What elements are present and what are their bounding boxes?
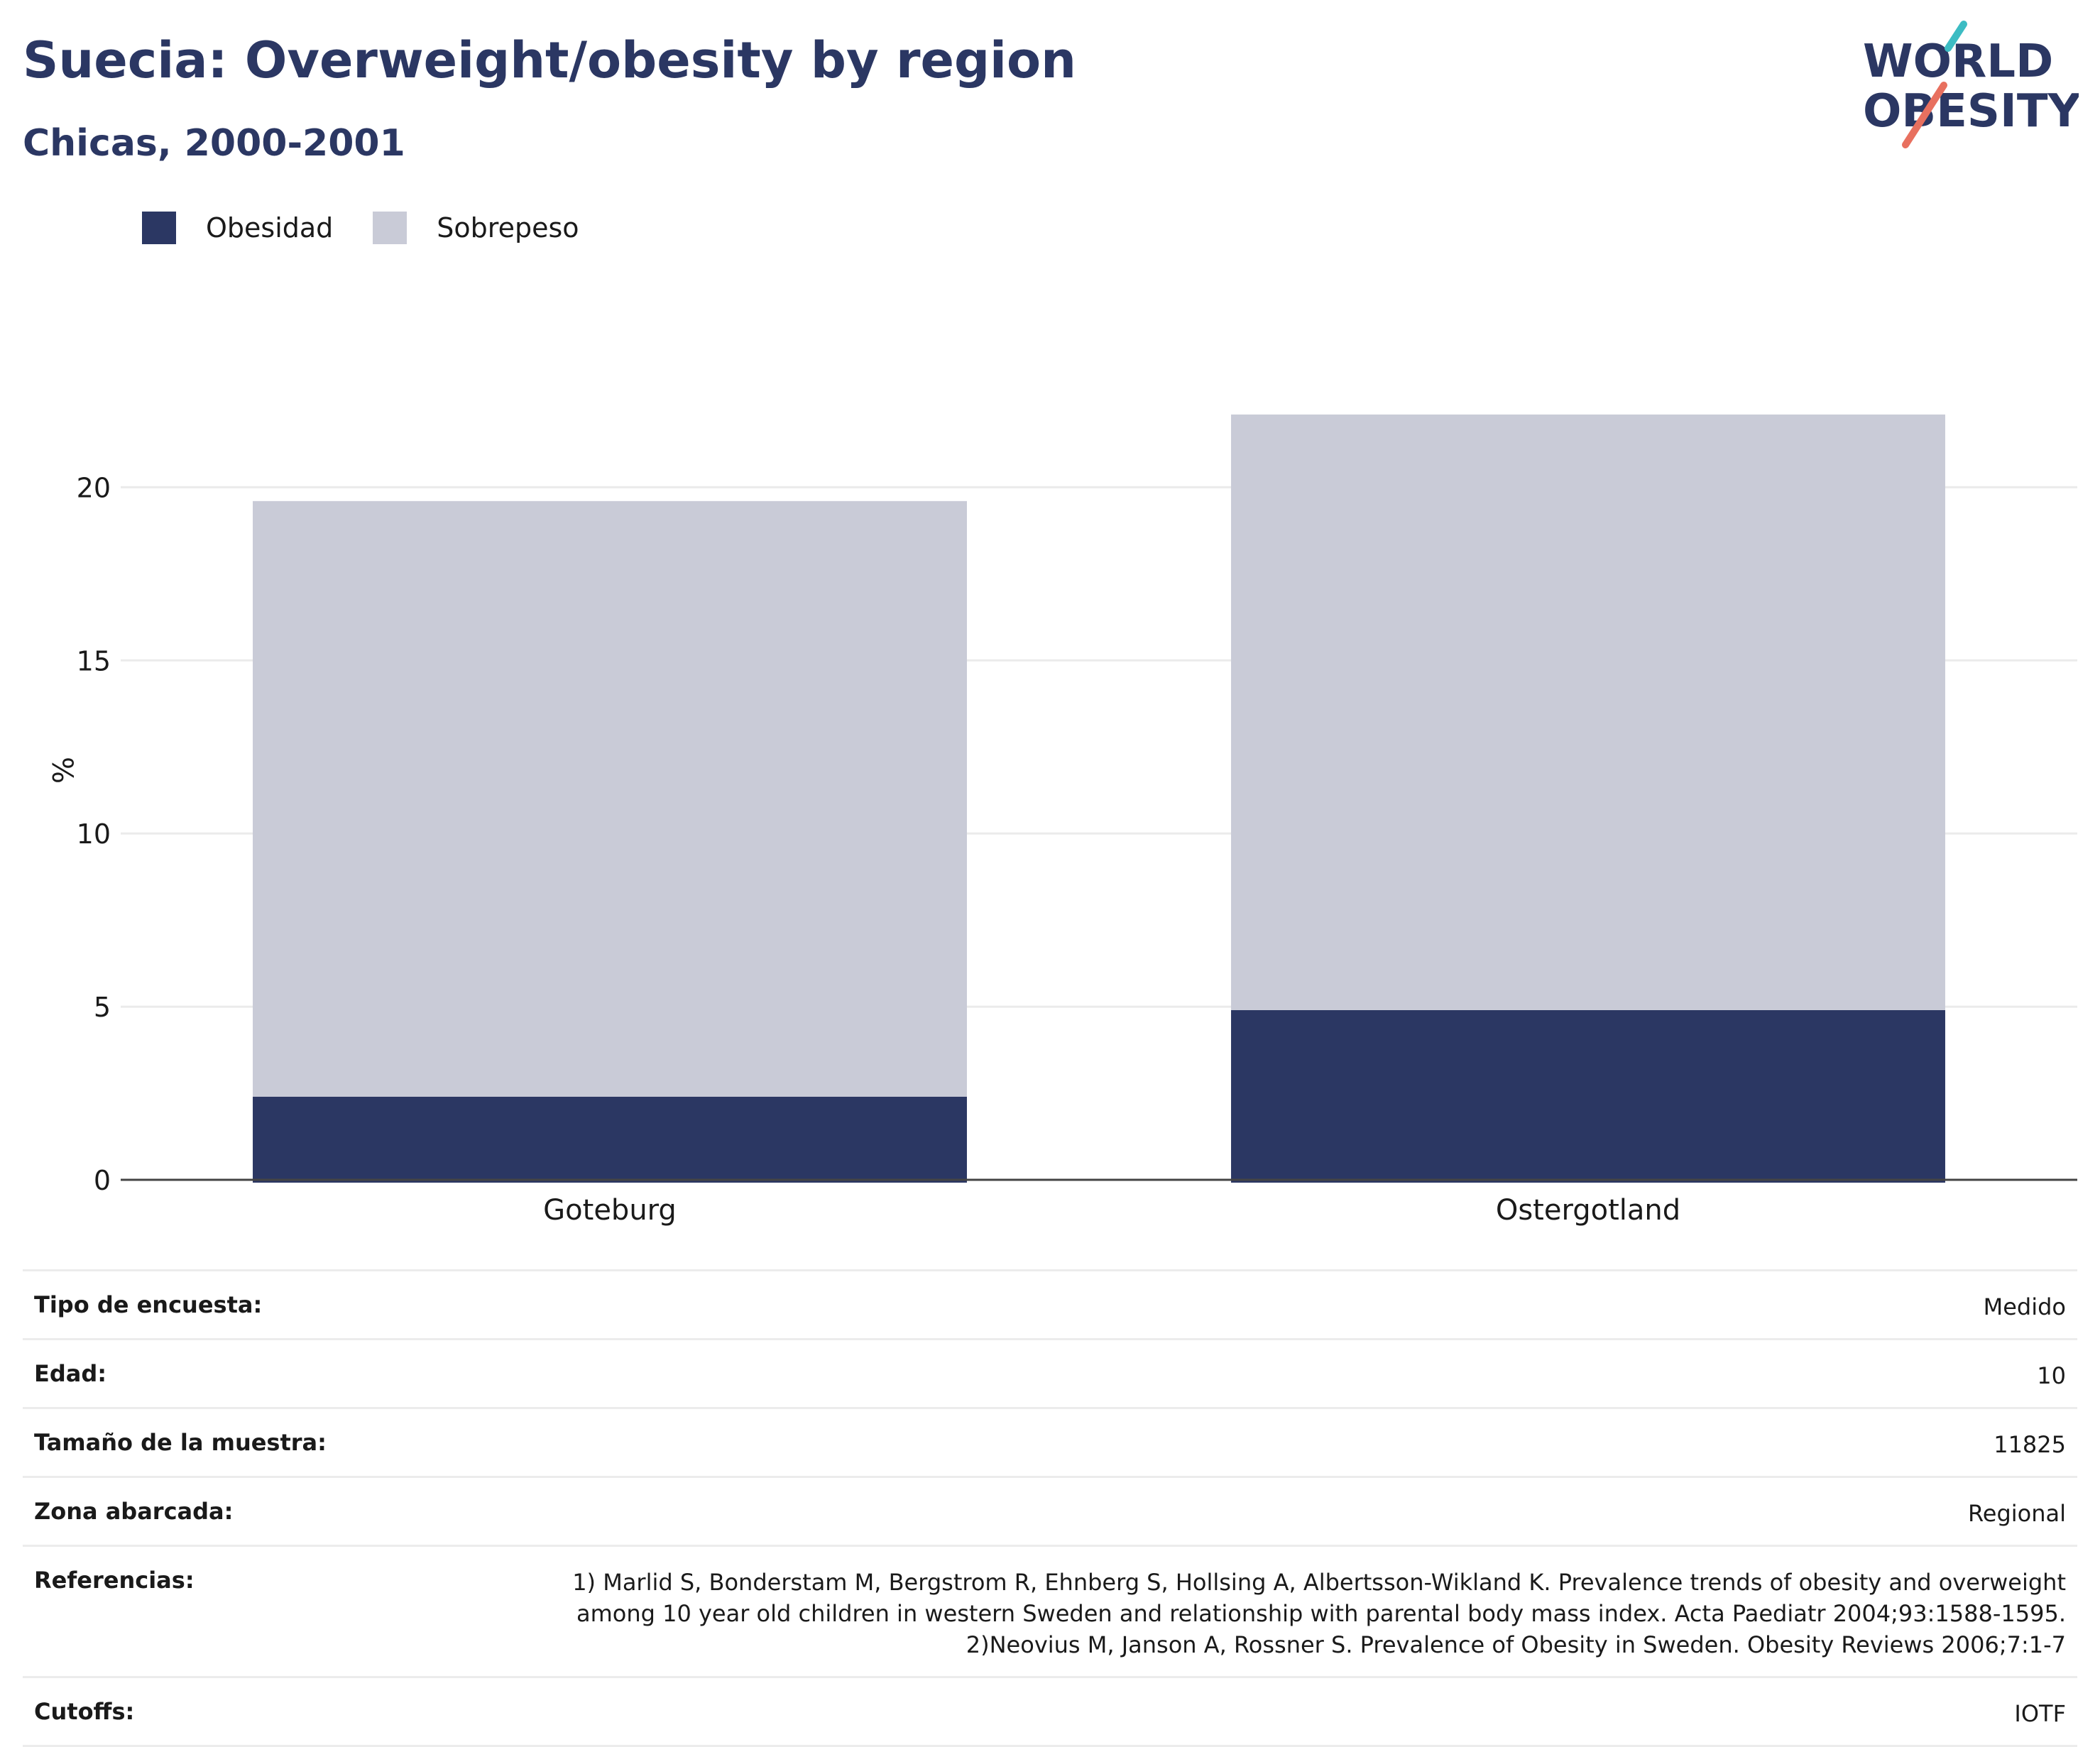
- x-tick-label: Goteburg: [543, 1194, 677, 1227]
- y-tick-label: 0: [94, 1165, 111, 1196]
- bar-sobrepeso-ostergotland: [1231, 414, 1945, 1010]
- legend-swatch-sobrepeso: [373, 212, 408, 244]
- meta-row-area-covered: Zona abarcada: Regional: [23, 1476, 2077, 1545]
- survey-details-table: Tipo de encuesta: Medido Edad: 10 Tamaño…: [23, 1269, 2077, 1747]
- meta-value: IOTF: [2014, 1700, 2066, 1727]
- stacked-bar-chart: 0 5 10 15 20 Goteburg Ostergotland%: [45, 414, 2077, 1227]
- legend-item-sobrepeso: Sobrepeso: [373, 212, 579, 244]
- meta-value: Medido: [1983, 1293, 2066, 1320]
- logo-slash-coral: [1902, 82, 1947, 148]
- meta-key: Referencias:: [34, 1567, 195, 1594]
- legend-label-obesidad: Obesidad: [206, 212, 334, 243]
- meta-key: Tipo de encuesta:: [34, 1291, 263, 1318]
- meta-row-cutoffs: Cutoffs: IOTF: [23, 1676, 2077, 1747]
- reference-line: among 10 year old children in western Sw…: [576, 1600, 2066, 1627]
- meta-key: Zona abarcada:: [34, 1498, 234, 1525]
- legend-label-sobrepeso: Sobrepeso: [437, 212, 579, 243]
- bar-obesidad-ostergotland: [1231, 1009, 1945, 1183]
- meta-value-references: 1) Marlid S, Bonderstam M, Bergstrom R, …: [572, 1567, 2066, 1660]
- meta-row-age: Edad: 10: [23, 1338, 2077, 1407]
- logo-word-world: WORLD: [1863, 35, 2053, 88]
- bar-sobrepeso-goteburg: [253, 500, 967, 1097]
- y-tick-label: 20: [77, 472, 111, 503]
- world-obesity-logo: WORLD OBESITY: [1863, 21, 2079, 148]
- y-tick-label: 5: [94, 992, 111, 1023]
- bar-obesidad-goteburg: [253, 1096, 967, 1183]
- meta-key: Cutoffs:: [34, 1698, 135, 1725]
- meta-value: Regional: [1967, 1500, 2066, 1527]
- x-tick-label: Ostergotland: [1496, 1194, 1680, 1227]
- y-axis-label: %: [45, 757, 78, 784]
- meta-value: 10: [2037, 1362, 2066, 1389]
- legend-item-obesidad: Obesidad: [142, 212, 333, 244]
- meta-key: Tamaño de la muestra:: [34, 1429, 327, 1456]
- meta-key: Edad:: [34, 1360, 107, 1387]
- legend-swatch-obesidad: [142, 212, 176, 244]
- meta-row-references: Referencias: 1) Marlid S, Bonderstam M, …: [23, 1545, 2077, 1676]
- y-tick-label: 10: [77, 818, 111, 850]
- meta-value: 11825: [1994, 1431, 2066, 1458]
- meta-row-sample-size: Tamaño de la muestra: 11825: [23, 1407, 2077, 1476]
- chart-legend: Obesidad Sobrepeso: [142, 212, 619, 244]
- chart-title: Suecia: Overweight/obesity by region: [23, 31, 1076, 89]
- meta-row-survey-type: Tipo de encuesta: Medido: [23, 1269, 2077, 1338]
- y-tick-label: 15: [77, 645, 111, 677]
- logo-word-obesity: OBESITY: [1863, 85, 2079, 138]
- reference-line: 2)Neovius M, Janson A, Rossner S. Preval…: [966, 1631, 2066, 1658]
- chart-subtitle: Chicas, 2000-2001: [23, 122, 405, 165]
- logo-slash-teal: [1945, 21, 1967, 52]
- reference-line: 1) Marlid S, Bonderstam M, Bergstrom R, …: [572, 1569, 2066, 1596]
